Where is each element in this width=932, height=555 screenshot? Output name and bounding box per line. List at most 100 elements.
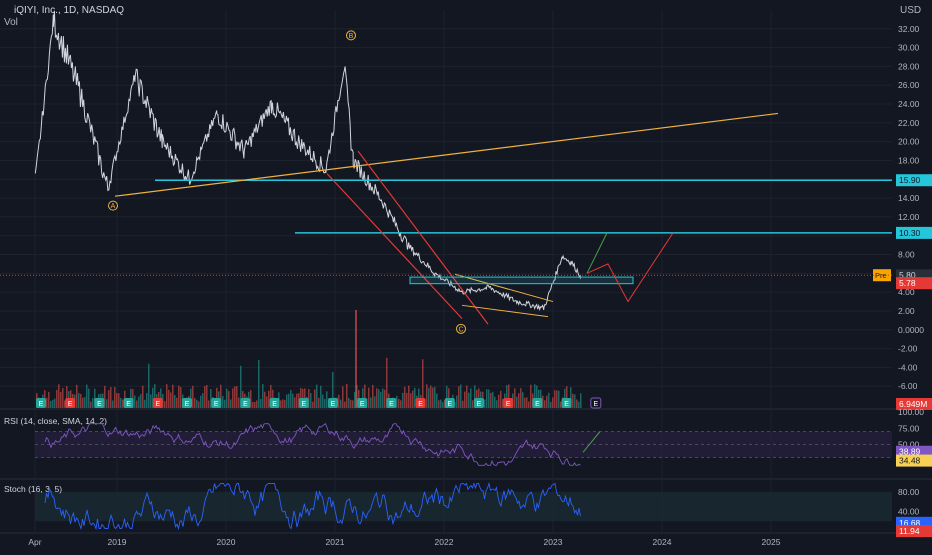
volume-bar — [204, 386, 206, 408]
earnings-marker-label: E — [418, 401, 423, 408]
volume-bar — [60, 392, 62, 408]
volume-bar — [48, 391, 50, 408]
pre-value-tag: 5.80 — [899, 270, 916, 280]
volume-bar — [474, 385, 476, 408]
volume-bar — [166, 384, 168, 408]
volume-bar — [494, 396, 496, 408]
wave-label-circle — [456, 323, 466, 334]
wave-label-circle — [346, 30, 356, 41]
volume-bar — [534, 384, 536, 408]
volume-bar — [546, 395, 548, 408]
volume-bar — [256, 400, 258, 408]
y-tick-label: 0.0000 — [898, 325, 924, 335]
volume-bar — [348, 397, 350, 408]
y-tick-label: 26.00 — [898, 80, 920, 90]
volume-bar — [290, 389, 292, 408]
volume-bar — [298, 393, 300, 408]
earnings-marker — [328, 398, 338, 408]
volume-bar — [554, 390, 556, 408]
x-tick-label: Apr — [28, 537, 41, 547]
stoch-tick-label: 40.00 — [898, 506, 920, 516]
volume-bar — [270, 384, 272, 408]
volume-bar — [442, 401, 444, 408]
rsi-tick-label: 50.00 — [898, 440, 920, 450]
volume-bar — [202, 393, 204, 408]
last-price-tag: 5.78 — [899, 278, 916, 288]
volume-bar — [118, 393, 120, 408]
volume-bar — [410, 393, 412, 408]
stoch-tick-label: 80.00 — [898, 487, 920, 497]
volume-bar — [570, 387, 572, 408]
earnings-marker-label: E — [68, 401, 73, 408]
earnings-marker — [444, 398, 455, 408]
projection-green-short — [586, 232, 608, 274]
volume-bar — [52, 399, 54, 408]
volume-bar — [228, 391, 230, 408]
earnings-marker-label: E — [272, 401, 277, 408]
volume-bar — [320, 385, 322, 408]
x-tick-label: 2023 — [544, 537, 563, 547]
volume-bar — [318, 397, 320, 408]
volume-bar — [178, 385, 180, 408]
volume-bar — [116, 393, 118, 408]
volume-bar — [114, 387, 116, 408]
channel-lower-line — [326, 173, 463, 319]
volume-bar — [368, 387, 370, 408]
last-price-tag-bg — [896, 277, 932, 290]
volume-bar — [576, 399, 578, 408]
volume-bar — [340, 399, 342, 408]
wedge-upper-line — [454, 273, 554, 303]
stoch-d-tag-bg — [896, 525, 932, 538]
volume-bar — [154, 384, 156, 408]
volume-bar — [150, 394, 152, 408]
volume-value-tag: 6.949M — [899, 399, 927, 409]
x-tick-label: 2022 — [435, 537, 454, 547]
volume-bar — [580, 393, 582, 408]
volume-bar — [282, 399, 284, 408]
volume-bar — [300, 387, 302, 408]
volume-bar — [374, 396, 376, 408]
y-tick-label: 24.00 — [898, 99, 920, 109]
volume-bar — [426, 384, 428, 408]
volume-bar — [422, 359, 424, 408]
volume-bar — [406, 392, 408, 408]
volume-bar — [355, 310, 357, 408]
volume-bar — [520, 388, 522, 408]
earnings-marker — [415, 398, 426, 408]
earnings-marker-label: E — [506, 401, 511, 408]
volume-bar — [536, 385, 538, 408]
volume-bar — [144, 399, 146, 408]
volume-bar — [556, 390, 558, 408]
channel-upper-line — [357, 150, 489, 325]
volume-bar — [496, 400, 498, 408]
wedge-lower-line — [461, 304, 549, 318]
volume-bar — [152, 387, 154, 408]
volume-bar — [92, 398, 94, 408]
y-tick-label: 12.00 — [898, 212, 920, 222]
volume-bar — [120, 397, 122, 408]
volume-bar — [548, 392, 550, 408]
stoch-k-tag: 16.68 — [899, 518, 921, 528]
price-series-line — [34, 10, 581, 311]
volume-bar — [566, 386, 568, 408]
volume-bar — [500, 390, 502, 408]
volume-bar — [384, 389, 386, 408]
volume-bar — [308, 388, 310, 408]
x-tick-label: 2025 — [762, 537, 781, 547]
volume-bar — [62, 388, 64, 408]
volume-bar — [432, 387, 434, 408]
volume-bar — [54, 398, 56, 408]
y-tick-label: -2.00 — [898, 344, 918, 354]
volume-bar — [220, 384, 222, 408]
volume-bar — [352, 400, 354, 408]
earnings-marker — [65, 398, 76, 408]
volume-bar — [386, 357, 388, 408]
volume-bar — [402, 392, 404, 408]
volume-bar — [462, 400, 464, 408]
volume-bar — [438, 400, 440, 408]
earnings-marker-label: E — [155, 401, 160, 408]
volume-bar — [486, 389, 488, 408]
volume-bar — [134, 395, 136, 408]
